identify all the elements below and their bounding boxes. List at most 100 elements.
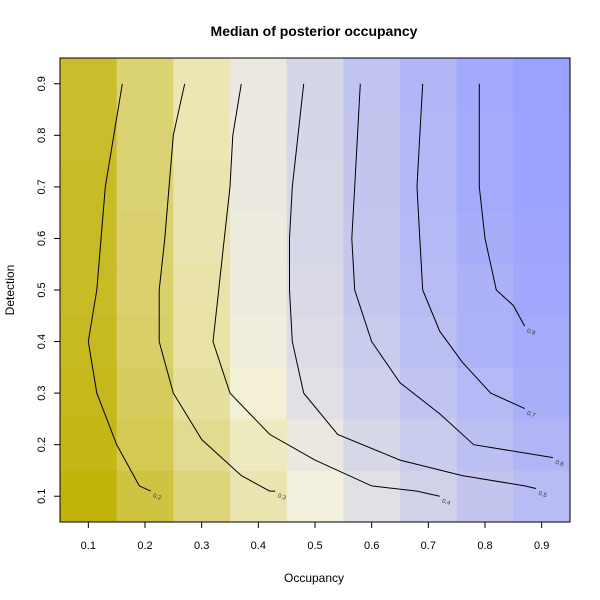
heatmap-cell — [116, 109, 174, 162]
x-tick-label: 0.9 — [534, 540, 549, 552]
y-tick-label: 0.8 — [36, 128, 48, 143]
heatmap-cell — [286, 212, 344, 265]
y-tick-label: 0.3 — [36, 385, 48, 400]
y-tick-label: 0.1 — [36, 489, 48, 504]
heatmap-cell — [343, 58, 401, 111]
x-tick-label: 0.6 — [364, 540, 379, 552]
chart-title: Median of posterior occupancy — [211, 23, 418, 39]
heatmap-cell — [230, 264, 288, 317]
heatmap-cell — [116, 58, 174, 111]
heatmap-cell — [173, 367, 231, 420]
heatmap-cell — [400, 161, 458, 214]
contour-line — [416, 83, 525, 410]
heatmap-cell — [173, 161, 231, 214]
heatmap-cells — [60, 58, 571, 523]
heatmap-cell — [230, 418, 288, 471]
heatmap-cell — [116, 315, 174, 368]
contour-line — [351, 83, 554, 459]
heatmap-cell — [60, 212, 118, 265]
heatmap-cell — [343, 418, 401, 471]
contour-line — [212, 83, 440, 497]
heatmap-cell — [456, 264, 514, 317]
x-tick-label: 0.3 — [194, 540, 209, 552]
y-tick-label: 0.2 — [36, 437, 48, 452]
heatmap-cell — [400, 109, 458, 162]
x-tick-label: 0.8 — [477, 540, 492, 552]
heatmap-cell — [456, 367, 514, 420]
heatmap-cell — [343, 470, 401, 523]
y-tick-label: 0.7 — [36, 179, 48, 194]
heatmap-cell — [400, 367, 458, 420]
contour-line — [158, 83, 276, 492]
x-tick-label: 0.5 — [307, 540, 322, 552]
heatmap-cell — [116, 470, 174, 523]
contour-line — [87, 83, 151, 492]
heatmap-cell — [60, 470, 118, 523]
heatmap-cell — [173, 315, 231, 368]
heatmap-cell — [116, 161, 174, 214]
heatmap-cell — [456, 418, 514, 471]
heatmap-cell — [173, 418, 231, 471]
heatmap-cell — [286, 367, 344, 420]
heatmap-cell — [513, 264, 571, 317]
x-tick-label: 0.4 — [251, 540, 266, 552]
heatmap-cell — [230, 212, 288, 265]
heatmap-cell — [400, 418, 458, 471]
x-tick-label: 0.7 — [421, 540, 436, 552]
x-tick-label: 0.2 — [137, 540, 152, 552]
heatmap-cell — [116, 367, 174, 420]
y-tick-label: 0.5 — [36, 282, 48, 297]
heatmap-cell — [60, 109, 118, 162]
contour-lines: 0.2 0.3 0.4 0.5 0.6 0.7 0.8 — [87, 83, 565, 507]
y-axis-label: Detection — [3, 265, 17, 316]
heatmap-cell — [456, 315, 514, 368]
heatmap-cell — [286, 315, 344, 368]
heatmap-cell — [230, 470, 288, 523]
heatmap-cell — [513, 109, 571, 162]
heatmap-cell — [343, 367, 401, 420]
heatmap-cell — [230, 58, 288, 111]
heatmap-cell — [513, 161, 571, 214]
heatmap-cell — [286, 264, 344, 317]
heatmap-cell — [286, 418, 344, 471]
heatmap-cell — [456, 470, 514, 523]
heatmap-cell — [513, 470, 571, 523]
contour-line — [289, 83, 537, 489]
heatmap-cell — [230, 315, 288, 368]
heatmap-cell — [173, 470, 231, 523]
y-axis: 0.1 0.2 0.3 0.4 0.5 0.6 0.7 0.8 0.9 — [36, 76, 60, 504]
heatmap-cell — [456, 109, 514, 162]
heatmap-cell — [513, 58, 571, 111]
heatmap-cell — [400, 315, 458, 368]
heatmap-cell — [173, 264, 231, 317]
heatmap-cell — [513, 418, 571, 471]
heatmap-cell — [60, 367, 118, 420]
heatmap-cell — [173, 212, 231, 265]
heatmap-cell — [513, 367, 571, 420]
heatmap-cell — [230, 109, 288, 162]
heatmap-cell — [230, 161, 288, 214]
contour-label: 0.3 — [277, 493, 288, 502]
contour-label: 0.5 — [537, 491, 548, 500]
y-tick-label: 0.9 — [36, 76, 48, 91]
contour-label: 0.8 — [526, 328, 537, 337]
heatmap-cell — [286, 161, 344, 214]
heatmap-cell — [400, 470, 458, 523]
heatmap-cell — [173, 109, 231, 162]
heatmap-cell — [400, 212, 458, 265]
heatmap-cell — [456, 161, 514, 214]
heatmap-cell — [116, 264, 174, 317]
contour-line — [478, 83, 526, 327]
contour-label: 0.4 — [441, 498, 452, 507]
heatmap-cell — [173, 58, 231, 111]
heatmap-cell — [116, 418, 174, 471]
contour-label: 0.6 — [554, 460, 565, 469]
heatmap-cell — [60, 58, 118, 111]
heatmap-cell — [230, 367, 288, 420]
heatmap-cell — [513, 315, 571, 368]
heatmap-cell — [60, 418, 118, 471]
heatmap-cell — [286, 58, 344, 111]
heatmap-cell — [343, 264, 401, 317]
heatmap-cell — [400, 264, 458, 317]
